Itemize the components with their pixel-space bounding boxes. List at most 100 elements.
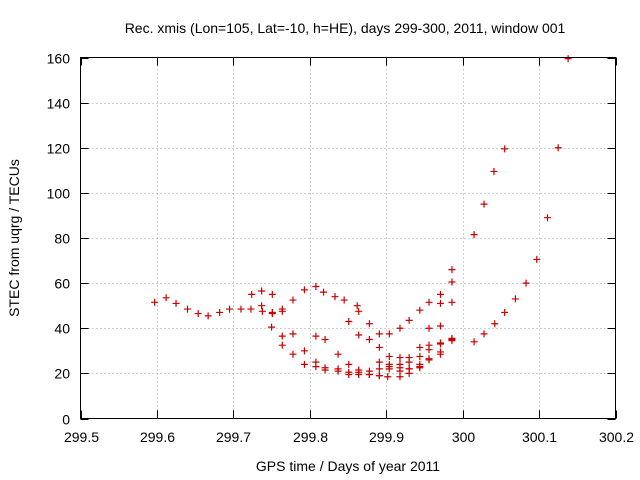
data-point: [247, 305, 255, 313]
data-point: [396, 354, 404, 362]
data-point: [355, 331, 363, 339]
data-point: [501, 145, 509, 153]
y-tick-label: 40: [54, 321, 70, 337]
data-point: [340, 296, 348, 304]
x-tick-label: 299.8: [293, 429, 328, 445]
y-tick-label: 100: [47, 186, 71, 202]
data-point: [216, 308, 224, 316]
data-point: [501, 308, 509, 316]
data-point: [425, 356, 433, 364]
data-point: [396, 324, 404, 332]
data-point: [345, 371, 353, 379]
data-point: [300, 286, 308, 294]
data-point: [490, 167, 498, 175]
data-point: [312, 332, 320, 340]
data-point: [162, 294, 170, 302]
data-point: [448, 278, 456, 286]
data-point: [425, 341, 433, 349]
data-point: [416, 352, 424, 360]
data-point: [564, 55, 572, 63]
data-point: [436, 290, 444, 298]
data-point: [436, 299, 444, 307]
data-point: [375, 343, 383, 351]
data-point: [436, 322, 444, 330]
data-point: [194, 310, 202, 318]
data-point: [470, 338, 478, 346]
x-tick-label: 299.5: [64, 429, 99, 445]
x-tick-label: 300.1: [522, 429, 557, 445]
data-point: [278, 307, 286, 315]
data-point: [289, 350, 297, 358]
data-point: [355, 366, 363, 374]
data-point: [278, 332, 286, 340]
data-point: [375, 372, 383, 380]
y-tick-label: 20: [54, 366, 70, 382]
data-point: [355, 307, 363, 315]
data-point: [172, 299, 180, 307]
data-point: [321, 336, 329, 344]
data-point: [312, 283, 320, 291]
data-point: [321, 366, 329, 374]
data-point: [416, 364, 424, 372]
data-point: [416, 306, 424, 314]
data-point: [448, 334, 456, 342]
data-point: [436, 350, 444, 358]
plot-frame: [80, 57, 616, 419]
data-point: [425, 298, 433, 306]
y-tick-label: 80: [54, 231, 70, 247]
data-point: [345, 317, 353, 325]
data-point: [416, 343, 424, 351]
data-point: [331, 293, 339, 301]
data-point: [480, 200, 488, 208]
x-tick-labels: 299.5 299.6 299.7 299.8 299.9 300 300.1 300.2: [64, 429, 634, 445]
data-point: [396, 364, 404, 372]
data-point: [278, 341, 286, 349]
y-tick-label: 160: [47, 51, 71, 67]
y-tick-label: 60: [54, 276, 70, 292]
data-point: [365, 336, 373, 344]
data-point: [375, 365, 383, 373]
data-point: [365, 320, 373, 328]
data-point: [385, 352, 393, 360]
data-point: [448, 298, 456, 306]
data-point: [334, 367, 342, 375]
y-tick-labels: 0 20 40 60 80 100 120 140 160: [47, 51, 71, 428]
data-point: [300, 360, 308, 368]
data-point: [334, 350, 342, 358]
data-point: [533, 255, 541, 263]
data-point: [300, 347, 308, 355]
grid-lines: [80, 57, 616, 419]
y-tick-label: 120: [47, 141, 71, 157]
data-point: [384, 373, 392, 381]
data-point: [405, 354, 413, 362]
data-point: [268, 323, 276, 331]
data-point: [151, 298, 159, 306]
y-tick-label: 0: [62, 412, 70, 428]
y-axis-label: STEC from uqrg / TECUs: [6, 159, 22, 317]
y-tick-label: 140: [47, 96, 71, 112]
data-point: [204, 312, 212, 320]
x-tick-label: 299.7: [216, 429, 251, 445]
data-point: [480, 330, 488, 338]
data-point: [258, 307, 266, 315]
x-tick-label: 300: [452, 429, 476, 445]
data-point: [289, 330, 297, 338]
data-point: [345, 360, 353, 368]
data-point: [312, 363, 320, 371]
chart-title: Rec. xmis (Lon=105, Lat=-10, h=HE), days…: [125, 20, 566, 36]
data-point: [375, 358, 383, 366]
data-point: [320, 288, 328, 296]
data-point: [268, 310, 276, 318]
data-point: [365, 367, 373, 375]
data-point: [405, 365, 413, 373]
data-point: [405, 316, 413, 324]
data-point: [491, 320, 499, 328]
data-point: [184, 305, 191, 313]
x-tick-label: 299.9: [369, 429, 404, 445]
data-point: [258, 302, 266, 310]
data-point: [353, 302, 361, 310]
data-point: [237, 305, 245, 313]
data-point: [425, 324, 433, 332]
